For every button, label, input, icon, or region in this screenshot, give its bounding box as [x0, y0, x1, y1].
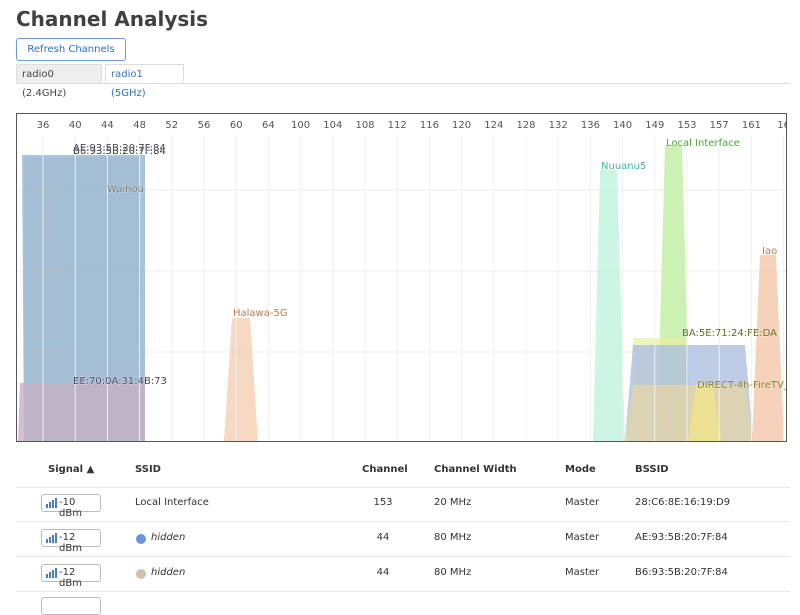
network-label: EE:70:0A:31:4B:73: [73, 376, 167, 387]
tab-divider: [16, 83, 790, 84]
channel-label: 64: [262, 120, 275, 131]
signal-badge: -12 dBm: [41, 564, 101, 589]
channel-label: 149: [645, 120, 664, 131]
channel-label: 48: [133, 120, 146, 131]
signal-badge: -12 dBm: [41, 529, 101, 554]
mode: Master: [565, 532, 600, 543]
bssid: 28:C6:8E:16:19:D9: [635, 497, 731, 508]
channel-label: 100: [291, 120, 310, 131]
row-separator: [16, 487, 790, 488]
network-area: [24, 157, 145, 441]
channel-chart: 36 40 44 48 52 56 60 64 100 104 108 112 116 120 124 128…: [16, 113, 787, 442]
column-header: Channel Width: [434, 464, 517, 475]
bssid: AE:93:5B:20:7F:84: [635, 532, 728, 543]
channel-label: 128: [516, 120, 535, 131]
channel-width: 80 MHz: [434, 532, 472, 543]
channel-label: 16: [777, 120, 787, 131]
network-label: Local Interface: [666, 138, 740, 149]
channel-label: 124: [484, 120, 503, 131]
channel-label: 157: [710, 120, 729, 131]
row-separator: [16, 521, 790, 522]
signal-level-label: -75 dBm: [24, 348, 66, 359]
network-label: Halawa-5G: [233, 308, 288, 319]
channel: 153: [373, 497, 393, 508]
network-area: [224, 318, 258, 441]
signal-level-label: -50 dBm: [24, 267, 66, 278]
network-area: [18, 383, 145, 441]
network-label: DIRECT-4h-FireTV_: [697, 380, 787, 391]
ssid: hidden: [151, 532, 186, 543]
ssid: hidden: [151, 567, 186, 578]
column-header: Channel: [362, 464, 408, 475]
column-header: BSSID: [635, 464, 669, 475]
channel-label: 136: [581, 120, 600, 131]
channel-label: 161: [742, 120, 761, 131]
channel-label: 120: [452, 120, 471, 131]
signal-icon: [46, 568, 57, 578]
channel-label: 153: [677, 120, 696, 131]
network-label: Nuuanu5: [601, 161, 646, 172]
column-header[interactable]: Signal ▲: [48, 464, 95, 475]
channel-label: 56: [198, 120, 211, 131]
channel-label: 116: [420, 120, 439, 131]
network-area: [688, 385, 721, 441]
chart-border: [16, 113, 787, 442]
channel-label: 36: [37, 120, 50, 131]
channel-label: 140: [613, 120, 632, 131]
refresh-button[interactable]: Refresh Channels: [16, 38, 126, 61]
mode: Master: [565, 497, 600, 508]
channel-label: 44: [101, 120, 114, 131]
network-area: [593, 170, 625, 441]
network-area: [752, 255, 784, 441]
column-header: Mode: [565, 464, 596, 475]
page: Channel Analysis Refresh Channels radio0…: [16, 7, 790, 615]
channel-label: 60: [230, 120, 243, 131]
network-area: [625, 385, 753, 441]
channel-label: 108: [355, 120, 374, 131]
ssid: Local Interface: [135, 497, 209, 508]
channel-label: 52: [165, 120, 178, 131]
column-header: SSID: [135, 464, 161, 475]
network-label: B6:93:5B:20:7F:84: [73, 146, 166, 157]
signal-icon: [46, 533, 57, 543]
network-label: Iao: [762, 246, 777, 257]
channel-label: 104: [323, 120, 342, 131]
channel-label: 132: [549, 120, 568, 131]
network-label: BA:5E:71:24:FE:DA: [682, 328, 777, 339]
signal-value: -12 dBm: [59, 567, 82, 589]
ssid-color-dot: [136, 569, 146, 579]
channel-label: 40: [69, 120, 82, 131]
mode: Master: [565, 567, 600, 578]
row-separator: [16, 591, 790, 592]
network-label: AE:93:5B:20:7F:84: [73, 143, 166, 154]
network-areas: [18, 145, 784, 441]
bssid: B6:93:5B:20:7F:84: [635, 567, 728, 578]
signal-badge: -10 dBm: [41, 494, 101, 519]
channel-label: 112: [388, 120, 407, 131]
signal-value: -12 dBm: [59, 532, 82, 554]
channel: 44: [376, 532, 390, 543]
row-separator: [16, 556, 790, 557]
channel-width: 80 MHz: [434, 567, 472, 578]
signal-level-label: -25 dBm: [24, 186, 66, 197]
signal-icon: [46, 498, 57, 508]
tab-active[interactable]: radio1 (5GHz): [105, 64, 184, 99]
signal-value: -10 dBm: [59, 497, 82, 519]
tab[interactable]: radio0 (2.4GHz): [16, 64, 102, 99]
channel-width: 20 MHz: [434, 497, 472, 508]
page-title: Channel Analysis: [16, 7, 209, 31]
ssid-color-dot: [136, 534, 146, 544]
channel: 44: [376, 567, 390, 578]
network-label: Waihou: [107, 184, 144, 195]
